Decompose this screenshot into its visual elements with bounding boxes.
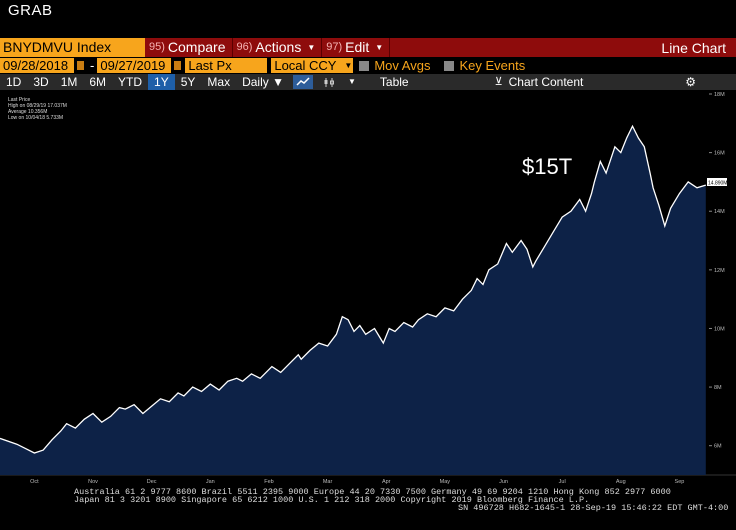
candlestick-icon[interactable] [319,75,339,89]
compare-label: Compare [167,39,226,55]
x-tick-label: May [440,479,451,485]
price-line [0,124,706,454]
key-events-label: Key Events [459,58,526,73]
window-title: GRAB [8,2,53,19]
chart-type-title: Line Chart [661,39,726,56]
edit-number: 97) [326,41,343,53]
chart-content-button[interactable]: ⊻ Chart Content [489,74,590,90]
frequency-label: Daily [242,75,269,89]
annotation-text: $15T [522,154,572,179]
date-separator: - [90,58,95,73]
ticker-field[interactable]: BNYDMVU Index [0,38,145,57]
legend-average: Average 10.356M [8,109,47,115]
calendar-icon[interactable] [173,60,183,71]
compare-number: 95) [149,41,165,53]
legend-high: High on 08/29/19 17.037M [8,103,67,109]
edit-label: Edit [345,39,370,55]
y-tick-label: 12M [714,268,725,274]
footer-phones-2: Japan 81 3 3201 8900 Singapore 65 6212 1… [74,495,590,505]
chart-content-label: Chart Content [508,75,584,89]
edit-button[interactable]: 97) Edit ▼ [322,38,391,57]
y-tick-label: 14M [714,209,725,215]
y-tick-label: 8M [714,385,722,391]
last-value-label: 14.890M [708,181,727,187]
gear-icon[interactable]: ⚙ [685,75,696,89]
x-tick-label: Mar [323,479,333,485]
last-value-tag: 14.890M [707,178,727,187]
key-events-checkbox[interactable] [444,60,455,71]
chevron-down-icon[interactable]: ▼ [347,77,356,86]
period-5y[interactable]: 5Y [180,75,196,89]
period-1m[interactable]: 1M [60,75,78,89]
compare-button[interactable]: 95) Compare [145,38,233,57]
line-chart-icon[interactable] [292,75,313,89]
frequency-select[interactable]: Daily ▼ [242,75,284,89]
period-1y[interactable]: 1Y [148,74,175,90]
currency-select[interactable]: Local CCY [271,58,344,73]
legend-last-price: Last Price [8,97,30,103]
caret-down-icon: ▼ [375,43,384,52]
menu-bar: BNYDMVU Index 95) Compare 96) Actions ▼ … [0,38,736,57]
period-3d[interactable]: 3D [33,75,49,89]
chart-area[interactable]: 18M 16M 14M 12M 10M 8M 6M Oct Nov Dec Jan Feb Mar Ap… [0,90,736,491]
period-6m[interactable]: 6M [89,75,107,89]
x-tick-label: Sep [675,479,685,485]
actions-button[interactable]: 96) Actions ▼ [233,38,323,57]
x-tick-label: Apr [382,479,391,485]
y-axis: 18M 16M 14M 12M 10M 8M 6M [709,92,725,450]
x-tick-label: Oct [30,479,39,485]
period-1d[interactable]: 1D [6,75,22,89]
price-chart[interactable]: 18M 16M 14M 12M 10M 8M 6M Oct Nov Dec Jan Feb Mar Ap… [0,90,736,491]
x-tick-label: Aug [616,479,626,485]
table-button[interactable]: Table [379,75,409,89]
x-tick-label: Jan [206,479,215,485]
y-tick-label: 10M [714,326,725,332]
mov-avgs-label: Mov Avgs [374,58,431,73]
end-date-input[interactable]: 09/27/2019 [97,58,172,73]
actions-number: 96) [236,41,253,53]
calendar-icon[interactable] [76,60,85,71]
x-tick-label: Jul [559,479,566,485]
x-tick-label: Dec [147,479,157,485]
x-tick-label: Feb [264,479,273,485]
legend: Last Price High on 08/29/19 17.037M Aver… [8,97,67,121]
footer-session: SN 496728 H682-1645-1 28-Sep-19 15:46:22… [458,503,729,513]
legend-low: Low on 10/04/18 5.733M [8,115,63,121]
price-area [0,126,706,475]
actions-label: Actions [255,39,302,55]
mov-avgs-checkbox[interactable] [359,60,370,71]
y-tick-label: 16M [714,151,725,157]
caret-down-icon: ▼ [307,43,316,52]
field-select[interactable]: Last Px [185,58,268,73]
x-tick-label: Jun [499,479,508,485]
x-tick-label: Nov [88,479,98,485]
period-ytd[interactable]: YTD [118,75,143,89]
footer-phones-1: Australia 61 2 9777 8600 Brazil 5511 239… [74,487,671,497]
x-axis: OctNovDecJanFebMarAprMayJunJulAugSep2018… [30,479,685,491]
collapse-icon: ⊻ [494,76,503,88]
period-max[interactable]: Max [207,75,231,89]
chevron-down-icon[interactable]: ▼ [343,58,354,73]
y-tick-label: 6M [714,444,722,450]
period-bar: 1D 3D 1M 6M YTD 1Y 5Y Max Daily ▼ ▼ Tabl… [0,74,736,90]
y-tick-label: 18M [714,92,725,98]
range-bar: 09/28/2018 - 09/27/2019 Last Px Local CC… [0,57,736,74]
start-date-input[interactable]: 09/28/2018 [0,58,74,73]
